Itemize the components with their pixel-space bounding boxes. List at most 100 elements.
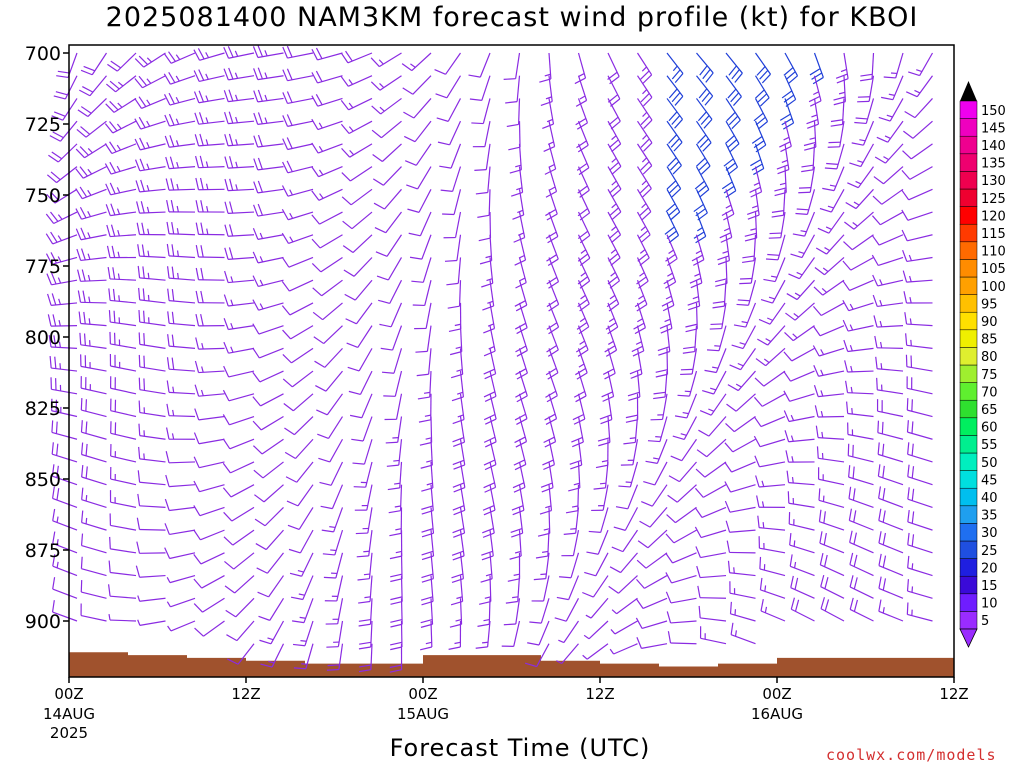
colorbar-swatch (959, 487, 978, 507)
wind-barb-halffeather (766, 317, 773, 321)
wind-barb-feather (817, 227, 830, 234)
wind-barb-feather (727, 88, 737, 99)
wind-barb-shaft (169, 368, 196, 372)
wind-barb-shaft (381, 143, 402, 162)
wind-barb-halffeather (750, 228, 757, 231)
wind-barb-feather (376, 275, 389, 281)
wind-barb-feather (281, 185, 289, 197)
wind-barb-feather (848, 508, 853, 521)
wind-barb-feather (754, 377, 765, 387)
wind-barb-feather (907, 442, 910, 455)
wind-barb-feather (79, 206, 87, 219)
wind-barb-feather (872, 274, 879, 287)
wind-barb-feather (80, 556, 83, 569)
y-tick-label: 875 (25, 540, 61, 562)
wind-barb-feather (653, 391, 666, 395)
wind-barb-halffeather (146, 163, 150, 170)
wind-barb-feather (668, 475, 680, 483)
wind-barb-halffeather (424, 414, 431, 417)
wind-barb-shaft (836, 143, 845, 170)
wind-barb-shaft (400, 598, 403, 625)
wind-barb-feather (163, 73, 171, 85)
wind-barb-shaft (647, 529, 668, 549)
wind-barb-shaft (110, 595, 137, 599)
wind-barb-halffeather (426, 482, 433, 486)
wind-barb-feather (699, 409, 712, 416)
wind-barb-shaft (700, 617, 727, 622)
wind-barb-feather (545, 209, 557, 217)
wind-barb-halffeather (794, 292, 801, 297)
wind-barb-feather (165, 451, 170, 463)
wind-barb-shaft (695, 189, 708, 214)
wind-barb-feather (51, 464, 55, 477)
wind-barb-feather (905, 333, 908, 346)
wind-barb-feather (282, 161, 289, 174)
wind-barb-shaft (139, 481, 166, 486)
wind-barb-shaft (759, 461, 786, 468)
wind-barb-shaft (330, 461, 344, 486)
wind-barb-feather (390, 578, 403, 583)
wind-barb-feather (807, 123, 819, 129)
wind-barb-shaft (577, 234, 591, 259)
wind-barb-halffeather (578, 72, 585, 77)
wind-barb-halffeather (146, 57, 152, 63)
wind-barb-shaft (334, 529, 344, 556)
wind-barb-feather (665, 203, 676, 213)
wind-barb-feather (670, 161, 680, 171)
wind-barb-feather (343, 269, 355, 277)
wind-barb-shaft (456, 234, 462, 261)
wind-barb-shaft (303, 598, 314, 623)
wind-barb-feather (546, 276, 558, 285)
wind-barb-feather (721, 181, 733, 190)
wind-barb-feather (112, 288, 116, 301)
wind-barb-feather (806, 118, 818, 125)
wind-barb-feather (253, 68, 259, 80)
wind-barb-shaft (666, 166, 682, 190)
wind-barb-shaft (777, 234, 786, 260)
wind-barb-feather (697, 134, 707, 144)
wind-barb-halffeather (641, 180, 647, 186)
wind-barb-feather (696, 565, 701, 578)
wind-barb-shaft (429, 371, 432, 398)
wind-barb-shaft (421, 234, 432, 260)
wind-barb-halffeather (558, 639, 565, 644)
wind-barb-shaft (788, 502, 815, 508)
wind-barb-shaft (847, 433, 874, 440)
wind-barb-shaft (426, 325, 432, 352)
wind-barb-feather (728, 65, 737, 76)
wind-barb-shaft (644, 575, 668, 589)
wind-barb-feather (851, 142, 864, 146)
wind-barb-halffeather (234, 50, 239, 57)
wind-barb-feather (198, 112, 204, 124)
wind-barb-feather (83, 333, 86, 346)
wind-barb-feather (47, 314, 52, 327)
wind-barb-feather (284, 451, 296, 460)
wind-barb-feather (642, 74, 653, 84)
wind-barb-feather (542, 123, 554, 130)
wind-barb-feather (195, 155, 200, 168)
wind-barb-feather (724, 135, 735, 145)
wind-barb-feather (49, 356, 52, 369)
wind-barb-halffeather (299, 616, 306, 619)
wind-barb-feather (733, 324, 746, 328)
wind-barb-halffeather (790, 414, 795, 421)
wind-barb-feather (76, 248, 82, 261)
wind-barb-feather (134, 58, 145, 68)
wind-barb-feather (513, 486, 526, 493)
wind-barb-halffeather (167, 625, 172, 632)
wind-barb-shaft (820, 586, 845, 599)
wind-barb-feather (757, 515, 760, 528)
wind-barb-feather (109, 80, 120, 90)
wind-barb-shaft (337, 598, 344, 624)
wind-barb-halffeather (849, 345, 853, 352)
wind-barb-feather (229, 156, 234, 169)
wind-barb-shaft (577, 325, 589, 351)
wind-barb-shaft (820, 302, 845, 317)
wind-barb-feather (166, 357, 170, 370)
wind-barb-halffeather (909, 318, 912, 325)
wind-barb-feather (543, 464, 555, 471)
wind-barb-feather (903, 291, 908, 304)
wind-barb-shaft (317, 143, 343, 154)
wind-barb-feather (826, 162, 839, 165)
wind-barb-shaft (326, 393, 343, 416)
